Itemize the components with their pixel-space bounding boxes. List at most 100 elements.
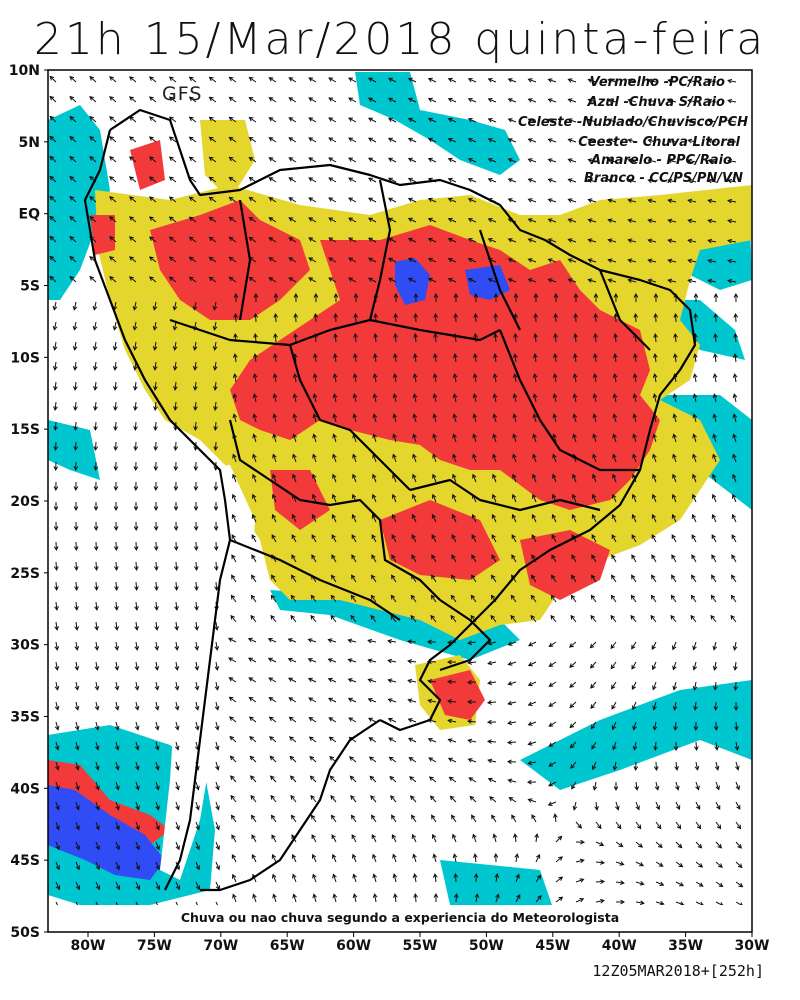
wind-arrow xyxy=(407,237,417,243)
wind-arrow xyxy=(154,621,159,631)
wind-arrow xyxy=(391,554,397,563)
wind-arrow xyxy=(367,678,377,683)
wind-arrow xyxy=(667,98,677,104)
border-brazil-north xyxy=(169,318,501,347)
wind-arrow xyxy=(74,661,80,671)
wind-arrow xyxy=(271,493,277,503)
wind-arrow xyxy=(627,178,637,183)
wind-arrow xyxy=(227,637,237,643)
wind-arrow xyxy=(168,256,177,263)
wind-arrow xyxy=(292,473,297,483)
wind-arrow xyxy=(667,158,677,164)
wind-arrow xyxy=(527,681,537,687)
wind-arrow xyxy=(288,237,297,243)
wind-arrow xyxy=(511,493,517,503)
wind-arrow xyxy=(547,218,557,223)
wind-arrow xyxy=(192,361,198,371)
wind-arrow xyxy=(411,513,417,523)
wind-arrow xyxy=(687,118,697,124)
wind-arrow xyxy=(74,741,80,751)
wind-arrow xyxy=(694,761,700,771)
wind-arrow xyxy=(570,594,577,603)
wind-arrow xyxy=(73,381,78,391)
wind-arrow xyxy=(431,574,437,583)
wind-arrow xyxy=(548,681,557,687)
border-states-5 xyxy=(598,269,651,351)
wind-arrow xyxy=(387,157,397,163)
wind-arrow xyxy=(731,493,737,503)
wind-arrow xyxy=(410,594,417,603)
wind-arrow xyxy=(292,433,297,443)
wind-arrow xyxy=(427,237,437,243)
wind-arrow xyxy=(735,761,740,771)
wind-arrow xyxy=(467,238,477,243)
wind-arrow xyxy=(73,441,79,452)
wind-arrow xyxy=(53,561,59,572)
wind-arrow xyxy=(213,561,219,572)
wind-arrow xyxy=(168,236,177,243)
wind-arrow xyxy=(607,258,617,263)
wind-arrow xyxy=(153,502,159,512)
wind-arrow xyxy=(671,534,677,543)
wind-arrow xyxy=(194,621,199,631)
wind-arrow xyxy=(113,421,118,432)
wind-arrow xyxy=(691,554,697,563)
lon-tick-label: 40W xyxy=(602,938,637,954)
wind-arrow xyxy=(712,433,717,443)
wind-arrow xyxy=(308,277,317,283)
wind-arrow xyxy=(391,493,397,503)
wind-arrow xyxy=(632,453,637,463)
wind-arrow xyxy=(691,574,697,583)
wind-arrow xyxy=(527,158,537,163)
wind-arrow xyxy=(675,781,680,791)
wind-arrow xyxy=(593,332,598,343)
wind-arrow xyxy=(612,473,617,483)
wind-arrow xyxy=(653,761,659,772)
wind-arrow xyxy=(551,534,557,543)
wind-arrow xyxy=(69,275,77,283)
wind-arrow xyxy=(332,473,337,483)
wind-arrow xyxy=(486,719,497,725)
wind-arrow xyxy=(115,801,120,811)
wind-arrow xyxy=(332,873,337,883)
wind-arrow xyxy=(587,138,597,143)
wind-arrow xyxy=(492,373,498,383)
wind-arrow xyxy=(95,761,100,771)
wind-arrow xyxy=(707,258,717,264)
wind-arrow xyxy=(473,353,478,363)
wind-arrow xyxy=(731,534,737,543)
wind-arrow xyxy=(651,574,657,583)
wind-arrow xyxy=(592,373,598,383)
wind-arrow xyxy=(109,136,117,143)
wind-arrow xyxy=(670,614,677,623)
wind-arrow xyxy=(231,493,237,503)
wind-arrow xyxy=(390,594,397,603)
wind-arrow xyxy=(587,78,597,83)
wind-arrow xyxy=(353,312,359,323)
wind-arrow xyxy=(735,841,742,849)
wind-arrow xyxy=(613,312,619,323)
wind-arrow xyxy=(575,878,585,883)
wind-arrow xyxy=(412,853,417,863)
wind-arrow xyxy=(330,814,337,823)
wind-arrow xyxy=(72,301,78,311)
wind-arrow xyxy=(433,332,438,343)
wind-arrow xyxy=(591,761,597,771)
wind-arrow xyxy=(268,157,277,163)
wind-arrow xyxy=(491,513,497,523)
wind-arrow xyxy=(612,373,618,383)
wind-arrow xyxy=(727,98,737,104)
wind-arrow xyxy=(427,217,437,223)
wind-arrow xyxy=(367,658,377,664)
wind-arrow xyxy=(73,401,78,412)
wind-arrow xyxy=(647,218,657,224)
wind-arrow xyxy=(308,736,317,743)
wind-arrow xyxy=(487,138,497,143)
wind-arrow xyxy=(193,561,199,572)
wind-arrow xyxy=(75,881,81,891)
lon-tick-label: 65W xyxy=(270,938,305,954)
wind-arrow xyxy=(653,353,658,363)
wind-arrow xyxy=(350,594,357,603)
wind-arrow xyxy=(611,554,617,563)
